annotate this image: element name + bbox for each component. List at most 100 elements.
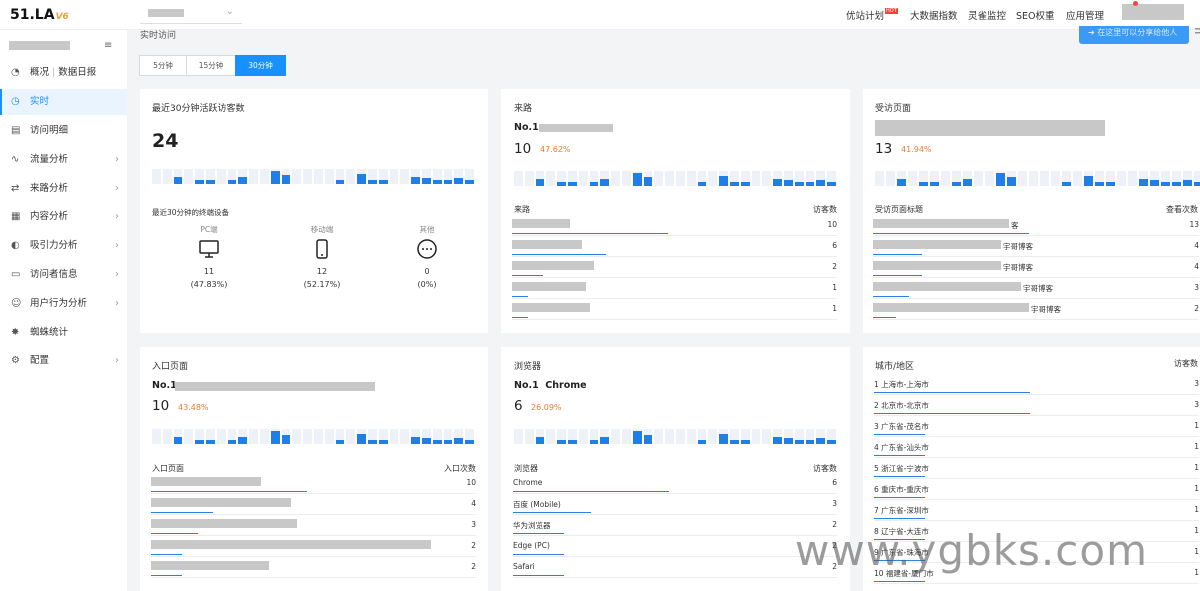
spark-column <box>346 169 356 184</box>
list-item[interactable]: 7 广东省-深圳市 1 <box>874 500 1199 521</box>
spark-column <box>654 429 664 444</box>
proportion-bar <box>512 316 528 318</box>
spark-column <box>697 171 707 186</box>
list-item[interactable]: 宇哥博客 4 <box>873 257 1199 278</box>
app-logo[interactable]: 51.LAV6 <box>10 7 69 23</box>
list-item[interactable]: Edge (PC) 2 <box>513 536 837 557</box>
sidebar-item-behavior[interactable]: ☺ 用户行为分析 › <box>0 291 127 317</box>
spark-column <box>675 171 685 186</box>
list-item[interactable]: 客 13 <box>873 215 1199 236</box>
spark-column <box>794 171 804 186</box>
item-value: 4 <box>1194 262 1199 271</box>
sidebar-item-visitor-info[interactable]: ▭ 访问者信息 › <box>0 262 127 288</box>
item-label: 宇哥博客 <box>1031 305 1061 314</box>
sidebar-item-visit-detail[interactable]: ▤ 访问明细 <box>0 118 127 144</box>
item-value: 10 <box>827 220 837 229</box>
site-select[interactable]: ⌄ <box>140 5 242 24</box>
column-header: 访客数 <box>813 464 837 473</box>
tab-15min[interactable]: 15分钟 <box>186 55 236 76</box>
spark-column <box>313 429 323 444</box>
nav-monitor[interactable]: 灵雀监控 <box>968 11 1007 22</box>
column-header: 访客数 <box>813 205 837 214</box>
list-item[interactable]: 4 <box>151 494 476 515</box>
list-item[interactable]: 宇哥博客 3 <box>873 278 1199 299</box>
collapse-menu-icon[interactable]: ≡ <box>104 40 113 51</box>
list-item[interactable]: 9 广东省-珠海市 1 <box>874 542 1199 563</box>
tab-5min[interactable]: 5分钟 <box>139 55 187 76</box>
spark-column <box>303 429 312 444</box>
item-value: 2 <box>832 520 837 529</box>
sidebar-item-attraction[interactable]: ◐ 吸引力分析 › <box>0 233 127 259</box>
list-item[interactable]: 3 <box>151 515 476 536</box>
list-item[interactable]: 6 <box>512 236 837 257</box>
proportion-bar <box>513 532 565 534</box>
sidebar-item-source[interactable]: ⇄ 来路分析 › <box>0 176 127 202</box>
list-item[interactable]: 2 <box>151 536 476 557</box>
item-value: 1 <box>1194 421 1199 430</box>
list-item[interactable]: 6 重庆市-重庆市 1 <box>874 479 1199 500</box>
top-source: No.1 <box>514 122 539 133</box>
sidebar-item-spider[interactable]: ✸ 蜘蛛统计 <box>0 320 127 346</box>
list-item[interactable]: 3 广东省-茂名市 1 <box>874 416 1199 437</box>
list-item[interactable]: 1 <box>512 299 837 320</box>
list-item[interactable]: 宇哥博客 4 <box>873 236 1199 257</box>
redacted-label <box>873 261 1001 270</box>
list-item[interactable]: 10 <box>151 473 476 494</box>
tab-30min[interactable]: 30分钟 <box>235 55 286 76</box>
item-value: 3 <box>471 520 476 529</box>
card-title: 最近30分钟活跃访客数 <box>152 104 245 114</box>
item-label: 华为浏览器 <box>513 521 551 530</box>
item-value: 2 <box>832 562 837 571</box>
list-item[interactable]: 宇哥博客 2 <box>873 299 1199 320</box>
source-icon: ⇄ <box>11 183 20 194</box>
spark-column <box>751 429 761 444</box>
sidebar-item-content[interactable]: ▦ 内容分析 › <box>0 204 127 230</box>
proportion-bar <box>874 433 926 435</box>
list-item[interactable]: 4 广东省-汕头市 1 <box>874 437 1199 458</box>
list-item[interactable]: Safari 2 <box>513 557 837 578</box>
list-item[interactable]: 10 <box>512 215 837 236</box>
nav-apps[interactable]: 应用管理 <box>1066 11 1105 22</box>
nav-seo[interactable]: SEO权重 <box>1016 11 1055 22</box>
list-item[interactable]: 5 浙江省-宁波市 1 <box>874 458 1199 479</box>
redacted-label <box>512 303 590 312</box>
spark-column <box>227 169 237 184</box>
sidebar-item-realtime[interactable]: ◷ 实时 <box>0 89 127 115</box>
item-label: 宇哥博客 <box>1003 263 1033 272</box>
spark-column <box>152 429 161 444</box>
spark-column <box>411 429 420 444</box>
chevron-right-icon: › <box>115 183 119 194</box>
list-item[interactable]: 百度 (Mobile) 3 <box>513 494 837 515</box>
top-count: 6 <box>514 398 523 414</box>
item-value: 1 <box>1194 484 1199 493</box>
top-percent: 43.48% <box>178 403 209 412</box>
list-item[interactable]: 1 <box>512 278 837 299</box>
column-header: 入口页面 <box>152 464 184 473</box>
nav-youzhan[interactable]: 优站计划 HOT <box>846 8 898 22</box>
sidebar-item-traffic[interactable]: ∿ 流量分析 › <box>0 147 127 173</box>
list-item[interactable]: 2 北京市-北京市 3 <box>874 395 1199 416</box>
list-item[interactable]: 华为浏览器 2 <box>513 515 837 536</box>
spark-column <box>773 171 782 186</box>
close-icon[interactable]: ⊃ <box>1194 26 1200 37</box>
proportion-bar <box>873 253 922 255</box>
list-item[interactable]: 2 <box>512 257 837 278</box>
item-value: 13 <box>1189 220 1199 229</box>
spark-column <box>303 169 312 184</box>
nav-bigdata[interactable]: 大数据指数 <box>910 11 958 22</box>
user-menu[interactable] <box>1122 4 1184 20</box>
list-item[interactable]: 2 <box>151 557 476 578</box>
spark-column <box>1194 171 1200 186</box>
sidebar-item-overview[interactable]: ◔ 概况 | 数据日报 <box>0 60 127 86</box>
sidebar-item-settings[interactable]: ⚙ 配置 › <box>0 348 127 374</box>
list-item[interactable]: 8 辽宁省-大连市 1 <box>874 521 1199 542</box>
list-item[interactable]: Chrome 6 <box>513 473 837 494</box>
spark-column <box>1051 171 1060 186</box>
share-hint-button[interactable]: ➜ 在这里可以分享给他人 <box>1079 26 1189 44</box>
item-label: 10 福建省-厦门市 <box>874 569 934 578</box>
item-value: 1 <box>1194 547 1199 556</box>
top-percent: 41.94% <box>901 145 932 154</box>
list-item[interactable]: 1 上海市-上海市 3 <box>874 374 1199 395</box>
spark-column <box>249 429 258 444</box>
list-item[interactable]: 10 福建省-厦门市 1 <box>874 563 1199 584</box>
